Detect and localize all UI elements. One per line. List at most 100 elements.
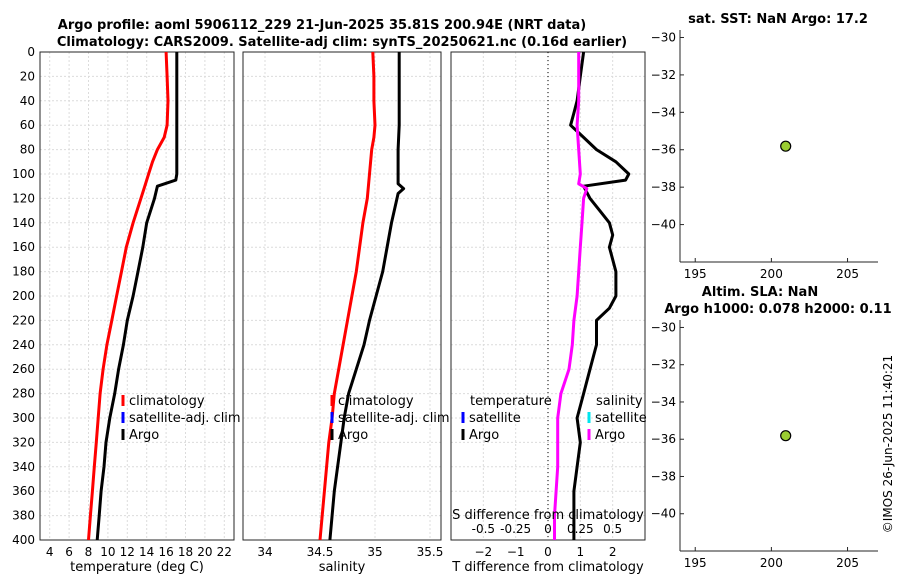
map-y-tick-label: −36 <box>651 143 676 157</box>
y-tick-label: 260 <box>12 362 35 376</box>
map-x-tick-label: 195 <box>684 267 707 281</box>
y-tick-label: 40 <box>20 94 35 108</box>
top-x-tick-label: -0.25 <box>500 522 531 536</box>
map-x-tick-label: 200 <box>760 556 783 570</box>
y-tick-label: 340 <box>12 460 35 474</box>
legend-climatology-label: climatology <box>338 394 414 409</box>
x-tick-label: 35 <box>367 545 382 559</box>
map-y-tick-label: −38 <box>651 180 676 194</box>
axes-frame <box>242 51 442 541</box>
map-x-tick-label: 200 <box>760 267 783 281</box>
y-tick-label: 360 <box>12 484 35 498</box>
y-tick-label: 300 <box>12 411 35 425</box>
figure-title-line1: Argo profile: aoml 5906112_229 21-Jun-20… <box>58 18 586 33</box>
x-tick-label: 8 <box>85 545 93 559</box>
legend-argo-label: Argo <box>129 428 159 443</box>
panel-sla-map: −30 −32 −34 −36 −38 −40 195 200 205 <box>651 320 878 570</box>
y-tick-label: 320 <box>12 435 35 449</box>
map-y-tick-label: −32 <box>651 358 676 372</box>
x-tick-label: 20 <box>197 545 212 559</box>
panel-salinity: 34 34.5 35 35.5 salinity climatology satellite… <box>242 51 450 575</box>
float-position-marker <box>780 430 792 442</box>
map-y-tick-label: −40 <box>651 218 676 232</box>
y-tick-label: 220 <box>12 313 35 327</box>
x-axis-label: temperature (deg C) <box>70 560 204 575</box>
climatology-line <box>87 51 170 541</box>
y-tick-label: 0 <box>27 45 35 59</box>
sst-map-title: sat. SST: NaN Argo: 17.2 <box>688 12 868 27</box>
y-tick-label: 380 <box>12 509 35 523</box>
map-y-tick-label: −34 <box>651 395 676 409</box>
temperature-diff-argo-line <box>569 51 631 540</box>
axes-frame <box>39 51 235 541</box>
map-y-tick-label: −34 <box>651 105 676 119</box>
top-x-tick-label: -0.5 <box>472 522 495 536</box>
legend-salinity-heading: salinity <box>596 394 643 409</box>
legend-satellite-label: satellite-adj. clim <box>129 411 241 426</box>
x-tick-label: 22 <box>217 545 232 559</box>
top-x-tick-label: 0.5 <box>603 522 622 536</box>
y-tick-label: 180 <box>12 265 35 279</box>
y-tick-label: 400 <box>12 533 35 547</box>
map-y-tick-label: −40 <box>651 507 676 521</box>
x-tick-label: −2 <box>474 545 492 559</box>
x-axis-label: salinity <box>319 560 366 575</box>
panel-temperature: 0 20 40 60 80 100 120 140 160 180 200 220 240 260 280 3… <box>12 45 241 575</box>
climatology-line <box>318 51 377 541</box>
legend-temperature-heading: temperature <box>470 394 552 409</box>
y-tick-label: 100 <box>12 167 35 181</box>
panel-sst-map: −30 −32 −34 −36 −38 −40 195 200 205 <box>651 30 878 281</box>
legend-satellite-label: satellite-adj. clim <box>338 411 450 426</box>
map-x-tick-label: 195 <box>684 556 707 570</box>
x-axis-label: T difference from climatology <box>451 560 644 575</box>
top-x-tick-label: 0.25 <box>567 522 594 536</box>
argo-line <box>95 52 179 541</box>
sla-map-title-line1: Altim. SLA: NaN <box>702 285 818 300</box>
y-tick-label: 20 <box>20 69 35 83</box>
float-position-marker <box>780 140 792 152</box>
legend-sal-argo-label: Argo <box>595 428 625 443</box>
y-tick-label: 200 <box>12 289 35 303</box>
x-tick-label: 14 <box>139 545 154 559</box>
x-tick-label: 4 <box>46 545 54 559</box>
x-tick-label: 12 <box>120 545 135 559</box>
y-tick-label: 240 <box>12 338 35 352</box>
map-y-tick-label: −30 <box>651 30 676 44</box>
map-y-tick-label: −38 <box>651 469 676 483</box>
plot-panels: 0204060801001201401601802002202402602803… <box>12 30 878 575</box>
x-tick-label: 1 <box>577 545 585 559</box>
x-tick-label: 16 <box>158 545 173 559</box>
imos-credit: ©IMOS 26-Jun-2025 11:40:21 <box>881 355 895 533</box>
panel-difference: −2 −1 0 1 2T difference from climatology S di… <box>450 51 647 575</box>
y-tick-label: 120 <box>12 191 35 205</box>
x-tick-label: 6 <box>65 545 73 559</box>
x-tick-label: 10 <box>100 545 115 559</box>
legend-temp-satellite-label: satellite <box>469 411 521 426</box>
x-tick-label: 34.5 <box>307 545 334 559</box>
y-tick-label: 160 <box>12 240 35 254</box>
x-tick-label: 0 <box>544 545 552 559</box>
map-y-tick-label: −36 <box>651 432 676 446</box>
x-tick-label: 18 <box>178 545 193 559</box>
y-tick-label: 60 <box>20 118 35 132</box>
y-tick-label: 140 <box>12 216 35 230</box>
map-x-tick-label: 205 <box>836 556 859 570</box>
y-tick-label: 80 <box>20 143 35 157</box>
salinity-diff-argo-line <box>553 52 589 540</box>
x-tick-label: 2 <box>609 545 617 559</box>
figure-title-line2: Climatology: CARS2009. Satellite-adj cli… <box>57 35 627 50</box>
x-tick-label: 35.5 <box>417 545 444 559</box>
map-x-tick-label: 205 <box>836 267 859 281</box>
legend-temp-argo-label: Argo <box>469 428 499 443</box>
x-tick-label: 34 <box>257 545 272 559</box>
top-x-tick-label: 0 <box>544 522 552 536</box>
map-y-tick-label: −30 <box>651 320 676 334</box>
x-tick-label: −1 <box>507 545 525 559</box>
y-tick-label: 280 <box>12 387 35 401</box>
legend-argo-label: Argo <box>338 428 368 443</box>
legend-sal-satellite-label: satellite <box>595 411 647 426</box>
legend-climatology-label: climatology <box>129 394 205 409</box>
argo-line <box>328 52 406 541</box>
top-axis-label: S difference from climatology <box>452 508 644 523</box>
